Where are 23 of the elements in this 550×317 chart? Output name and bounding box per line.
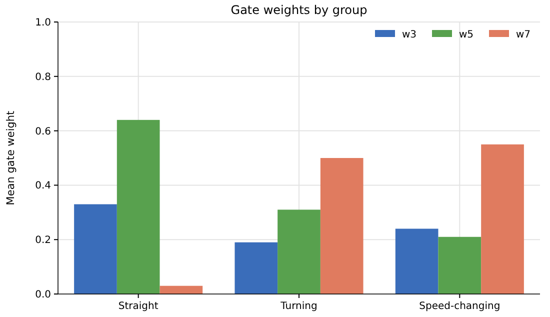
x-tick-label: Straight [118, 301, 158, 312]
x-tick-label: Turning [280, 301, 318, 312]
legend-label: w7 [516, 30, 531, 40]
legend-label: w5 [459, 30, 474, 40]
bar [481, 144, 524, 294]
chart-title: Gate weights by group [230, 3, 368, 17]
y-tick-label: 0.2 [35, 235, 51, 246]
x-tick-label: Speed-changing [419, 301, 500, 312]
bar [160, 286, 203, 294]
bar [278, 210, 320, 294]
y-tick-label: 0.8 [35, 72, 51, 83]
bar [74, 204, 117, 294]
y-axis-title: Mean gate weight [5, 110, 17, 206]
bar [234, 242, 278, 294]
legend-label: w3 [402, 30, 417, 40]
bar [116, 120, 160, 294]
bar [395, 228, 438, 294]
bar [438, 236, 482, 294]
bar [320, 158, 364, 294]
y-tick-label: 0.6 [35, 126, 51, 138]
y-tick-label: 0.0 [35, 290, 51, 300]
y-tick-label: 0.4 [35, 180, 51, 192]
y-tick-label: 1.0 [35, 18, 51, 28]
